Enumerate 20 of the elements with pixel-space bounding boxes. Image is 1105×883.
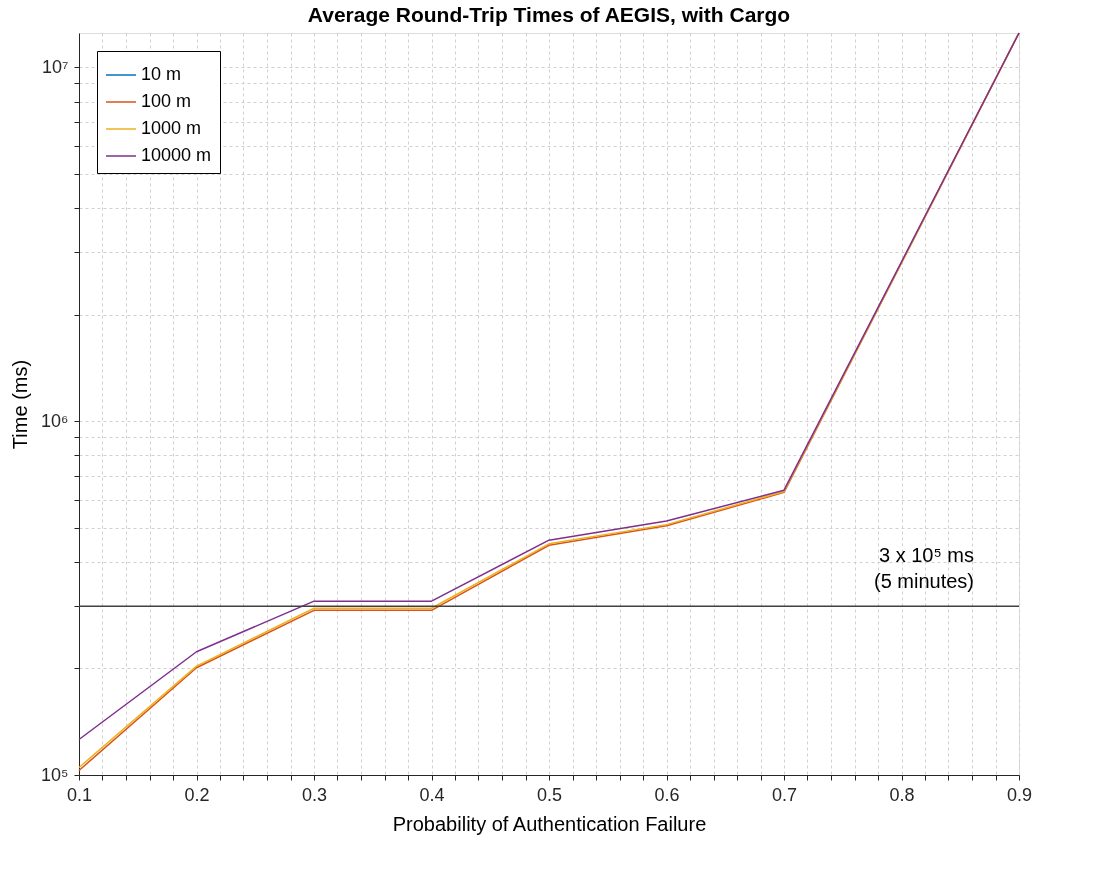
x-tick-label: 0.7	[771, 784, 798, 805]
y-axis-title: Time (ms)	[9, 359, 32, 450]
legend-label: 1000 m	[141, 118, 202, 138]
y-tick-label: 10⁷	[41, 56, 69, 77]
x-tick-label: 0.1	[66, 784, 93, 805]
legend-label: 100 m	[141, 91, 192, 111]
x-tick-label: 0.3	[301, 784, 328, 805]
legend-label: 10 m	[141, 64, 182, 84]
ref-line-label: 3 x 10⁵ ms (5 minutes)	[873, 544, 974, 593]
x-tick-label: 0.9	[1006, 784, 1033, 805]
x-tick-label: 0.4	[419, 784, 445, 805]
chart-title: Average Round-Trip Times of AEGIS, with Cargo	[307, 3, 791, 27]
x-tick-label: 0.2	[184, 784, 210, 805]
y-tick-label: 10⁵	[41, 764, 69, 785]
legend-label: 10000 m	[141, 145, 212, 165]
x-tick-label: 0.5	[536, 784, 563, 805]
y-tick-label: 10⁶	[41, 410, 69, 431]
x-tick-label: 0.8	[889, 784, 915, 805]
x-tick-label: 0.6	[654, 784, 680, 805]
x-axis-title: Probability of Authentication Failure	[392, 812, 707, 835]
